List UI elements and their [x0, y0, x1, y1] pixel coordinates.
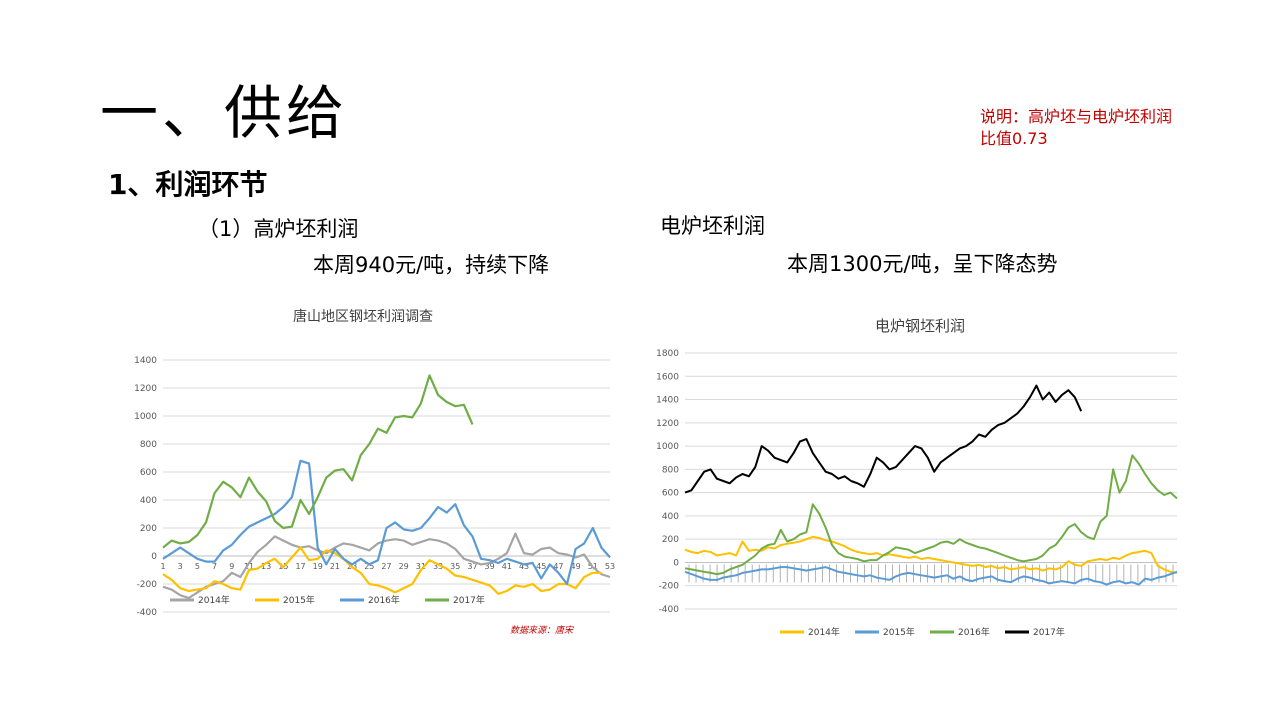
legend-label: 2014年 — [808, 626, 840, 638]
x-tick-label: 39 — [485, 562, 495, 571]
y-tick-label: 0 — [151, 552, 157, 562]
y-tick-label: 0 — [673, 558, 679, 568]
series-line-1 — [684, 535, 1178, 574]
x-tick-label: 1 — [160, 562, 165, 571]
y-tick-label: -400 — [137, 608, 158, 618]
series-line-3 — [684, 454, 1178, 576]
legend-label: 2014年 — [198, 594, 230, 606]
y-tick-label: 1000 — [134, 412, 157, 422]
electric-arc-heading: 电炉坯利润 — [660, 214, 765, 238]
x-tick-label: 29 — [399, 562, 409, 571]
x-tick-label: 37 — [467, 562, 477, 571]
x-tick-label: 47 — [553, 562, 563, 571]
tangshan-billet-profit-chart: 唐山地区钢坯利润调查 -400 -200 0 200 400 600 800 1000 1200 1… — [134, 308, 615, 636]
y-tick-label: 1400 — [134, 356, 157, 366]
y-tick-label: 200 — [140, 524, 157, 534]
series-line-3 — [162, 459, 611, 586]
series-line-2 — [162, 546, 602, 595]
x-tick-label: 9 — [229, 562, 234, 571]
chart-title: 电炉钢坯利润 — [875, 317, 965, 335]
electric-arc-summary: 本周1300元/吨，呈下降态势 — [787, 252, 1058, 276]
x-tick-label: 17 — [295, 562, 305, 571]
legend-label: 2015年 — [283, 594, 315, 606]
blast-furnace-summary: 本周940元/吨，持续下降 — [313, 253, 550, 277]
y-tick-label: 600 — [662, 489, 679, 499]
y-tick-label: -200 — [137, 580, 158, 590]
x-tick-label: 43 — [519, 562, 529, 571]
y-tick-label: 1400 — [656, 396, 679, 406]
source-note: 数据来源：唐宋 — [510, 625, 574, 636]
y-tick-label: -200 — [659, 582, 680, 592]
y-tick-label: 800 — [140, 440, 157, 450]
x-tick-label: 49 — [571, 562, 581, 571]
legend-label: 2017年 — [453, 594, 485, 606]
y-tick-label: -400 — [659, 605, 680, 615]
page-title: 一、供给 — [100, 79, 349, 147]
x-tick-label: 5 — [195, 562, 200, 571]
x-tick-label: 11 — [244, 562, 254, 571]
series-line-4 — [162, 374, 474, 549]
y-tick-label: 400 — [662, 512, 679, 522]
y-tick-label: 400 — [140, 496, 157, 506]
x-tick-label: 25 — [364, 562, 374, 571]
x-tick-label: 45 — [536, 562, 546, 571]
x-tick-label: 21 — [330, 562, 340, 571]
section-title: 1、利润环节 — [108, 168, 268, 201]
legend-label: 2017年 — [1033, 626, 1065, 638]
series-line-1 — [162, 532, 611, 600]
y-tick-label: 200 — [662, 535, 679, 545]
y-tick-label: 1800 — [656, 349, 679, 359]
chart-title: 唐山地区钢坯利润调查 — [293, 308, 433, 325]
legend-label: 2016年 — [368, 594, 400, 606]
x-tick-label: 53 — [605, 562, 615, 571]
x-tick-label: 41 — [502, 562, 512, 571]
series-line-2 — [684, 566, 1178, 586]
legend-label: 2016年 — [958, 626, 990, 638]
y-tick-label: 600 — [140, 468, 157, 478]
legend-label: 2015年 — [883, 626, 915, 638]
series-line-4 — [684, 384, 1083, 494]
x-tick-label: 27 — [381, 562, 391, 571]
blast-furnace-heading: （1）高炉坯利润 — [198, 217, 359, 241]
x-tick-label: 35 — [450, 562, 460, 571]
y-tick-label: 1000 — [656, 442, 679, 452]
x-tick-label: 13 — [261, 562, 271, 571]
x-tick-label: 7 — [212, 562, 217, 571]
note-line-2: 比值0.73 — [980, 129, 1048, 148]
note-line-1: 说明：高炉坯与电炉坯利润 — [980, 107, 1173, 126]
x-tick-label: 3 — [178, 562, 183, 571]
y-tick-label: 1600 — [656, 372, 679, 382]
y-tick-label: 800 — [662, 465, 679, 475]
x-tick-label: 31 — [416, 562, 426, 571]
y-tick-label: 1200 — [134, 384, 157, 394]
eaf-billet-profit-chart: 电炉钢坯利润 -400 -200 0 200 400 600 800 1000 1200 1400 1… — [656, 317, 1178, 638]
y-tick-label: 1200 — [656, 419, 679, 429]
x-tick-label: 19 — [313, 562, 323, 571]
x-tick-label: 33 — [433, 562, 443, 571]
